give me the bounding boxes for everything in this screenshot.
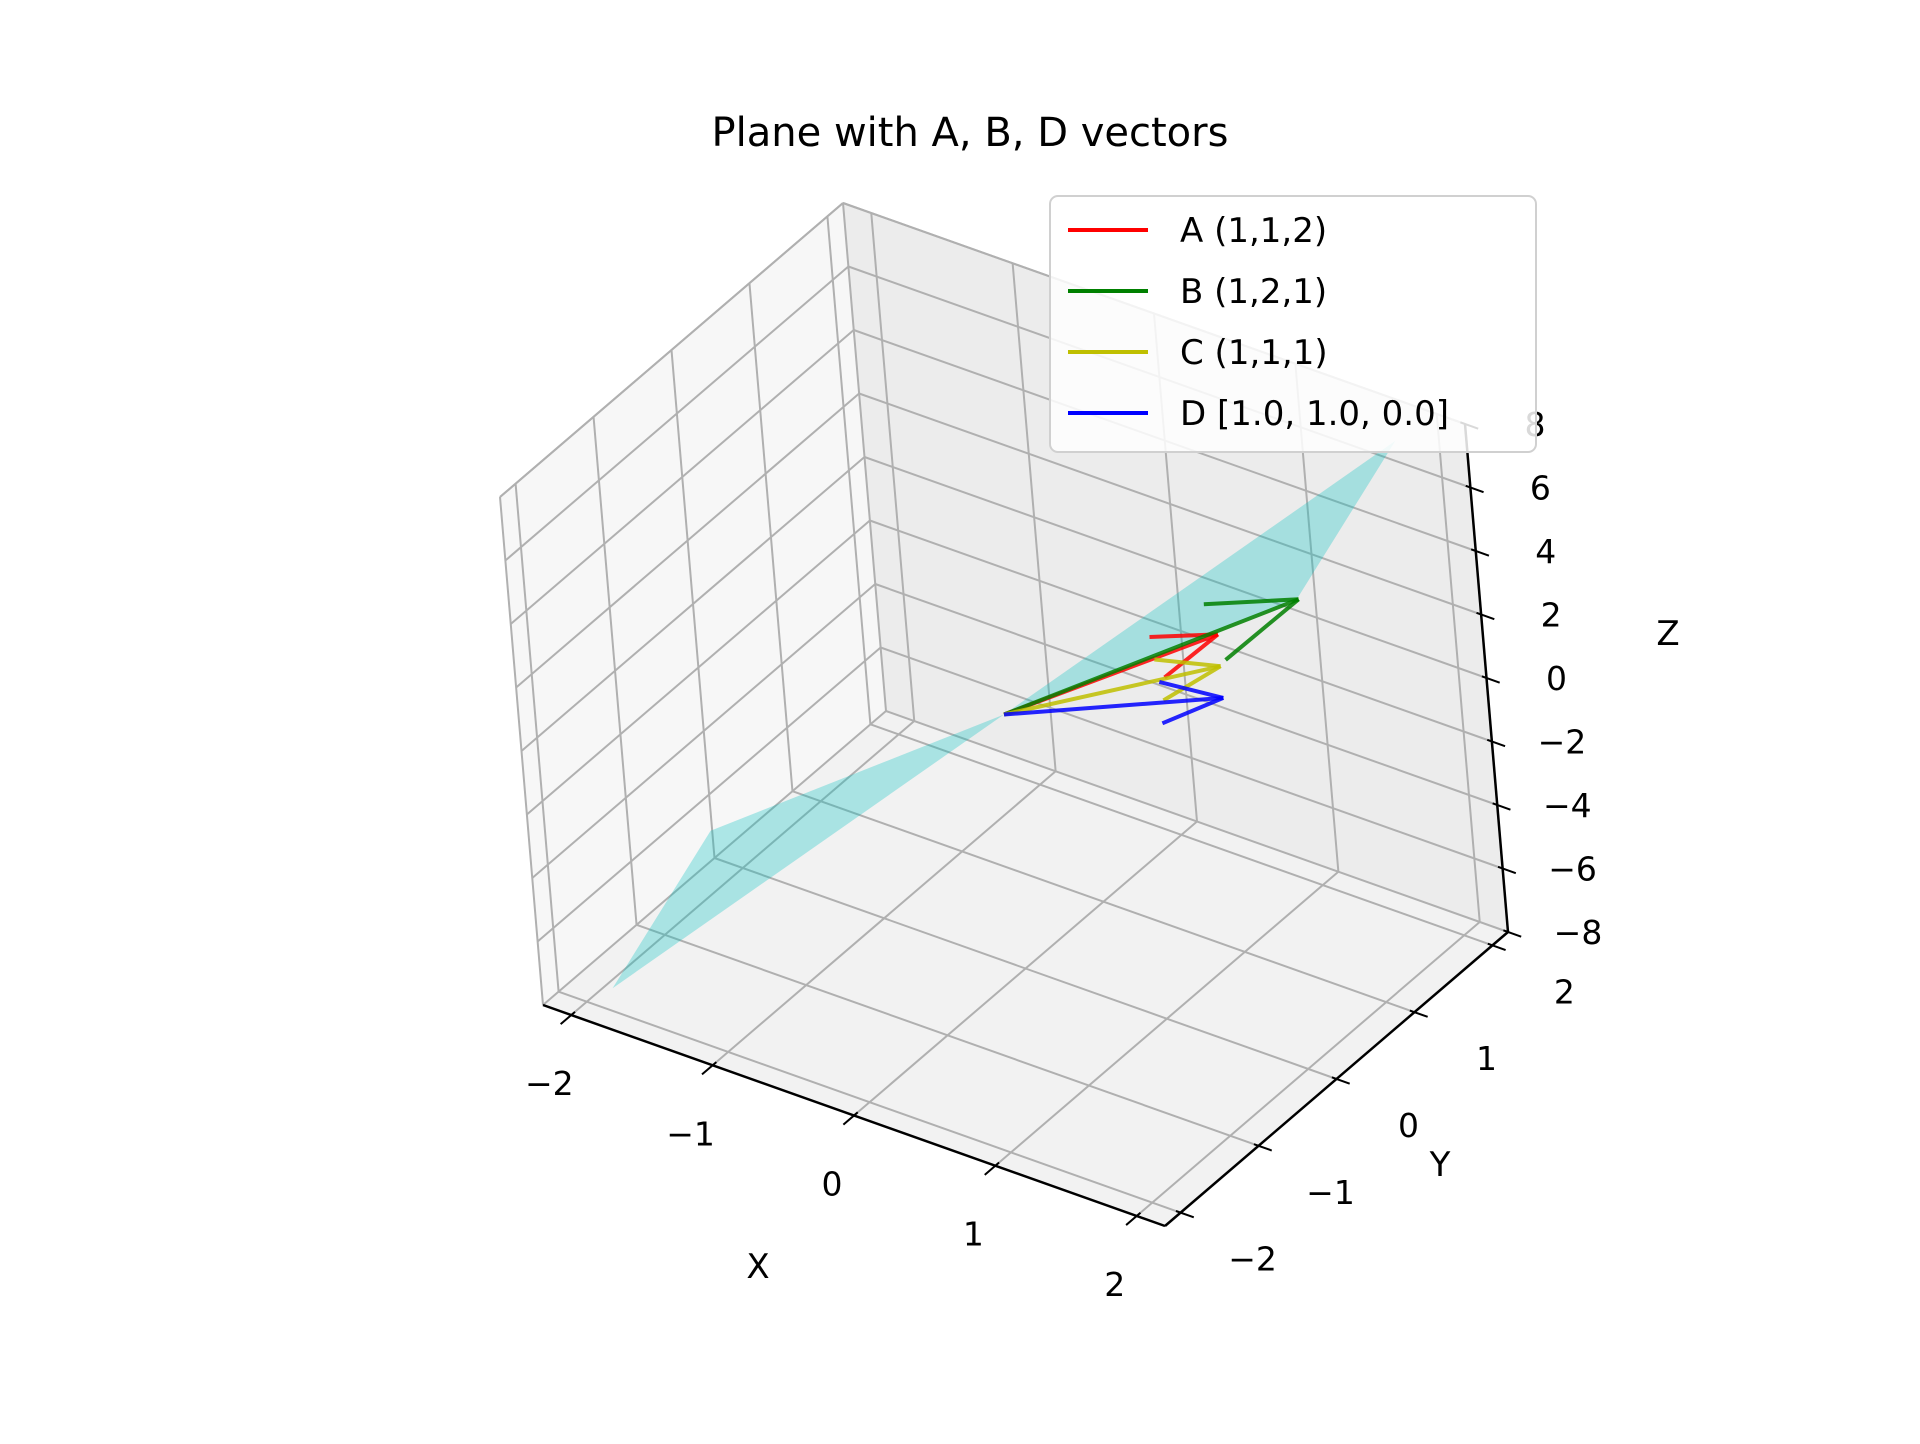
y-tick	[1175, 1210, 1195, 1219]
pane-edge	[499, 202, 844, 498]
grid-line	[542, 710, 887, 1006]
vector-line	[1003, 597, 1300, 717]
y-tick	[1409, 1009, 1428, 1018]
vector-arrowhead	[1162, 664, 1222, 703]
y-tick-label: 0	[1398, 1106, 1419, 1145]
x-tick-label: 2	[1104, 1265, 1125, 1304]
chart-title: Plane with A, B, D vectors	[712, 110, 1229, 156]
z-tick-label: 4	[1535, 532, 1556, 571]
vector-arrowhead	[1163, 632, 1220, 679]
z-tick-label: −6	[1548, 850, 1597, 889]
z-tick	[1497, 865, 1517, 875]
y-tick-label: 1	[1476, 1039, 1497, 1078]
legend-label: D [1.0, 1.0, 0.0]	[1180, 394, 1449, 434]
grid-line	[858, 392, 1482, 616]
grid-line	[536, 646, 882, 943]
z-tick-label: 0	[1546, 659, 1567, 698]
grid-line	[636, 923, 1259, 1147]
grid-line	[714, 857, 1337, 1080]
z-tick-label: 2	[1541, 596, 1562, 635]
pane-edge	[499, 496, 544, 1006]
legend: A (1,1,2) B (1,2,1) C (1,1,1) D [1.0, 1.0, …	[1049, 195, 1537, 453]
x-tick	[559, 1011, 576, 1025]
z-tick	[1486, 738, 1506, 748]
grid-line	[880, 646, 1503, 870]
grid-line	[885, 710, 1509, 933]
z-tick-label: −8	[1554, 913, 1603, 952]
z-tick	[1476, 611, 1495, 621]
grid-line	[510, 329, 855, 625]
x-tick-label: 0	[822, 1165, 843, 1204]
y-tick	[1331, 1076, 1351, 1085]
vector-arrowhead	[1154, 657, 1221, 669]
y-tick	[1253, 1143, 1273, 1152]
x-tick	[701, 1061, 718, 1076]
legend-label: C (1,1,1)	[1180, 333, 1328, 373]
x-tick	[984, 1161, 1000, 1176]
vector-arrowhead	[1161, 696, 1225, 726]
vector-line	[1003, 664, 1222, 717]
grid-line	[504, 265, 850, 562]
grid-line	[558, 990, 1181, 1214]
pane-edge	[842, 202, 887, 712]
z-axis-label: Z	[1656, 614, 1679, 654]
y-tick-label: −1	[1306, 1173, 1355, 1212]
z-tick	[1492, 802, 1511, 811]
legend-label: B (1,2,1)	[1180, 272, 1327, 312]
legend-frame	[1049, 195, 1537, 453]
grid-lines	[499, 202, 1509, 1217]
z-tick	[1481, 675, 1501, 684]
grid-line	[869, 519, 1493, 743]
grid-line	[874, 583, 1498, 806]
grid-line	[870, 723, 1493, 947]
y-tick-label: −2	[1228, 1240, 1277, 1279]
y-tick-label: 2	[1554, 972, 1575, 1011]
vector-line	[1003, 695, 1224, 717]
z-tick-label: −4	[1543, 786, 1592, 825]
z-tick	[1503, 929, 1522, 938]
x-axis-label: X	[746, 1247, 769, 1287]
vector-arrowhead	[1158, 679, 1224, 700]
legend-label: A (1,1,2)	[1180, 211, 1327, 251]
grid-line	[526, 519, 871, 816]
x-tick	[842, 1111, 859, 1126]
x-tick	[1125, 1212, 1142, 1226]
x-tick-label: −2	[525, 1064, 574, 1103]
grid-line	[531, 583, 876, 879]
vector-arrowhead	[1224, 597, 1300, 662]
z-tick-label: 6	[1530, 469, 1551, 508]
z-tick-label: −2	[1538, 723, 1587, 762]
y-axis-label: Y	[1429, 1145, 1451, 1185]
vector-arrows	[1003, 597, 1300, 726]
y-tick	[1487, 942, 1506, 951]
x-tick-label: −1	[666, 1114, 715, 1153]
grid-line	[520, 456, 866, 752]
grid-line	[792, 790, 1415, 1014]
z-tick	[1465, 484, 1484, 494]
z-tick	[1470, 548, 1490, 557]
vector-arrowhead	[1203, 597, 1299, 607]
x-tick-label: 1	[963, 1215, 984, 1254]
grid-line	[864, 456, 1487, 679]
grid-line	[515, 392, 860, 689]
